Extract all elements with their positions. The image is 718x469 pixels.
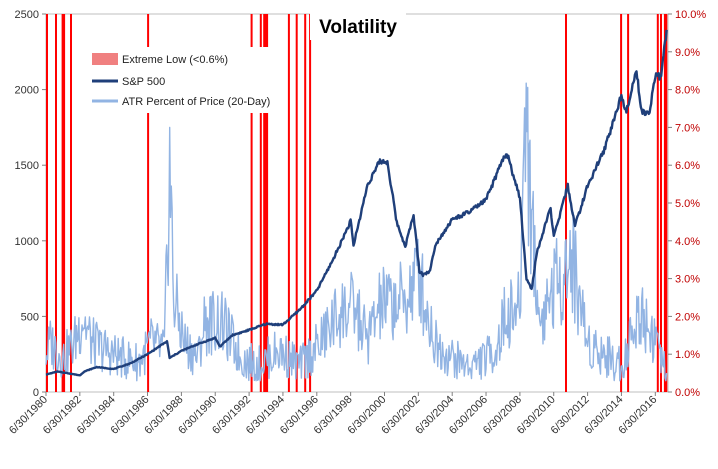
extreme-low-band-16 [660, 14, 662, 392]
chart-title-box: Volatility [310, 12, 406, 40]
legend: Extreme Low (<0.6%) S&P 500 ATR Percent … [86, 47, 286, 113]
y-right-tick-label-6: 6.0% [675, 160, 700, 172]
title-background [310, 12, 406, 40]
y-right-tick-label-9: 9.0% [675, 47, 700, 59]
y-right-tick-label-5: 5.0% [675, 198, 700, 210]
y-right-tick-label-8: 8.0% [675, 85, 700, 97]
extreme-low-bands [46, 14, 668, 392]
legend-background [86, 47, 286, 113]
legend-label-atr: ATR Percent of Price (20-Day) [122, 96, 270, 108]
y-right-tick-label-2: 2.0% [675, 311, 700, 323]
extreme-low-band-7 [263, 14, 269, 392]
extreme-low-band-5 [250, 14, 253, 392]
extreme-low-band-9 [295, 14, 298, 392]
extreme-low-band-3 [70, 14, 72, 392]
extreme-low-band-12 [565, 14, 567, 392]
legend-label-extreme-low: Extreme Low (<0.6%) [122, 54, 228, 66]
y-right-tick-label-1: 1.0% [675, 349, 700, 361]
extreme-low-band-11 [309, 14, 312, 392]
legend-swatch-extreme-low [92, 53, 118, 65]
extreme-low-band-17 [663, 14, 668, 392]
extreme-low-band-15 [656, 14, 659, 392]
y-left-tick-label-0: 0 [33, 387, 39, 399]
extreme-low-band-8 [287, 14, 290, 392]
extreme-low-band-1 [55, 14, 57, 392]
y-left-tick-label-1: 500 [21, 311, 39, 323]
extreme-low-band-10 [304, 14, 307, 392]
y-left-tick-label-5: 2500 [15, 9, 39, 21]
extreme-low-band-2 [61, 14, 66, 392]
y-left-tick-label-2: 1000 [15, 236, 39, 248]
y-left-tick-label-3: 1500 [15, 160, 39, 172]
extreme-low-band-13 [620, 14, 623, 392]
legend-label-sp500: S&P 500 [122, 76, 165, 88]
extreme-low-band-4 [147, 14, 150, 392]
y-right-tick-label-7: 7.0% [675, 122, 700, 134]
y-right-tick-label-10: 10.0% [675, 9, 706, 21]
y-left-tick-label-4: 2000 [15, 85, 39, 97]
chart-title: Volatility [319, 17, 397, 38]
series-atr-line [45, 82, 668, 382]
extreme-low-band-0 [46, 14, 48, 392]
series [45, 29, 668, 382]
extreme-low-band-14 [627, 14, 630, 392]
series-sp500-line [45, 29, 668, 377]
extreme-low-band-6 [259, 14, 262, 392]
y-right-tick-label-3: 3.0% [675, 274, 700, 286]
y-right-tick-label-4: 4.0% [675, 236, 700, 248]
y-right-tick-label-0: 0.0% [675, 387, 700, 399]
